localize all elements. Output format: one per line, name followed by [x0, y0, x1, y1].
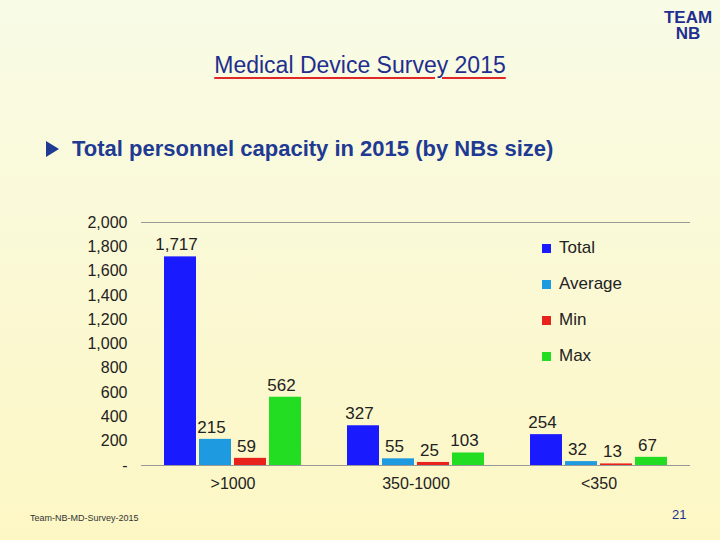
svg-text:400: 400	[101, 408, 128, 425]
svg-text:327: 327	[345, 404, 373, 423]
svg-text:55: 55	[385, 437, 404, 456]
svg-text:1,400: 1,400	[87, 287, 127, 304]
html-text:TEAM: TEAM	[663, 8, 713, 27]
svg-text:800: 800	[101, 359, 128, 376]
svg-text:2,000: 2,000	[87, 214, 127, 231]
html-text:21: 21	[672, 507, 687, 522]
svg-text:1,600: 1,600	[87, 262, 127, 279]
html-text:NB: NB	[675, 24, 701, 43]
svg-text:350-1000: 350-1000	[382, 475, 450, 492]
svg-text:200: 200	[101, 432, 128, 449]
svg-text:1,717: 1,717	[155, 235, 198, 254]
html-text:Min: Min	[559, 310, 587, 329]
svg-text:1,800: 1,800	[87, 238, 127, 255]
svg-text:32: 32	[568, 440, 587, 459]
svg-text:1,200: 1,200	[87, 311, 127, 328]
svg-text:600: 600	[101, 384, 128, 401]
svg-text:254: 254	[528, 413, 556, 432]
svg-text:562: 562	[267, 376, 295, 395]
html-text:Average: Average	[559, 274, 622, 293]
svg-text:13: 13	[603, 442, 622, 461]
html-text:Total: Total	[559, 238, 595, 257]
svg-text:-: -	[122, 457, 127, 474]
svg-text:59: 59	[237, 437, 256, 456]
svg-text:<350: <350	[581, 475, 617, 492]
html-text:Total personnel capacity in 20: Total personnel capacity in 2015 (by NBs…	[72, 136, 554, 161]
svg-text:>1000: >1000	[211, 475, 256, 492]
html-text:Team-NB-MD-Survey-2015: Team-NB-MD-Survey-2015	[30, 513, 139, 523]
svg-text:67: 67	[638, 436, 657, 455]
svg-text:215: 215	[197, 418, 225, 437]
svg-text:103: 103	[450, 431, 478, 450]
svg-text:1,000: 1,000	[87, 335, 127, 352]
html-text:Max: Max	[559, 346, 592, 365]
svg-text:25: 25	[420, 441, 439, 460]
html-text:Medical Device Survey 2015: Medical Device Survey 2015	[214, 52, 506, 78]
